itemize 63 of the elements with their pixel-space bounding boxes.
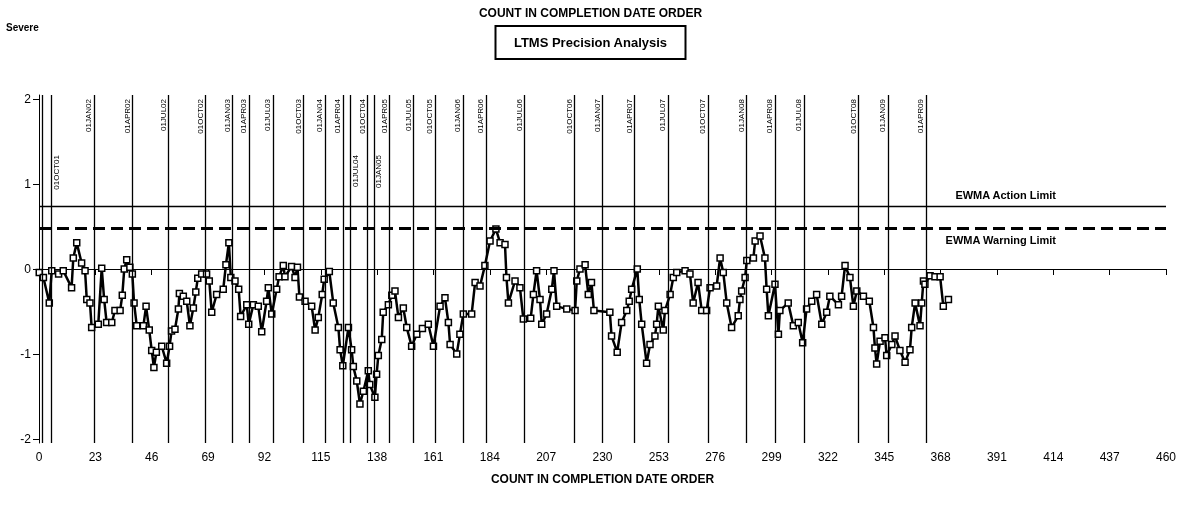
ref-line-label: 01JAN08 <box>736 98 746 132</box>
chart-subtitle: LTMS Precision Analysis <box>513 35 668 50</box>
x-tick-label: 437 <box>1099 450 1120 464</box>
ref-line-label: 01JUL03 <box>263 98 273 132</box>
chart-title: COUNT IN COMPLETION DATE ORDER <box>478 6 703 20</box>
ref-line-label: 01OCT08 <box>848 98 858 134</box>
ref-line-label: 01JAN05 <box>374 154 384 188</box>
ref-line-label: 01JUL04 <box>350 154 360 188</box>
ref-line-label: 01JUL02 <box>158 98 168 132</box>
x-tick-label: 299 <box>761 450 782 464</box>
x-tick-label: 46 <box>145 450 159 464</box>
x-tick-label: 391 <box>986 450 1008 464</box>
y-tick-label: 1 <box>24 177 32 192</box>
ref-line-label: 01JUL06 <box>514 98 524 132</box>
ref-line-label: 01JUL07 <box>658 98 668 132</box>
ref-line-label: 01OCT01 <box>51 154 61 190</box>
x-tick-label: 207 <box>536 450 557 464</box>
x-axis-title: COUNT IN COMPLETION DATE ORDER <box>490 472 715 486</box>
x-tick-label: 253 <box>648 450 670 464</box>
x-tick-label: 276 <box>705 450 726 464</box>
ref-line-label: 01APR08 <box>765 98 775 134</box>
x-tick-label: 230 <box>592 450 613 464</box>
x-tick-label: 92 <box>257 450 272 464</box>
y-tick-label: 0 <box>24 262 32 276</box>
ref-line-label: 01JAN02 <box>84 98 94 132</box>
x-tick-label: 161 <box>423 450 444 464</box>
ref-line-label: 01OCT04 <box>357 98 367 134</box>
x-tick-label: 414 <box>1043 450 1064 464</box>
ref-line-label: 01OCT07 <box>698 98 708 134</box>
ref-line-label: 01APR03 <box>239 98 249 134</box>
x-tick-label: 184 <box>479 450 501 464</box>
y-tick-label: -2 <box>20 431 32 446</box>
x-tick-label: 460 <box>1155 450 1177 464</box>
y-tick-label: -1 <box>20 346 32 361</box>
ref-line-label: 01JUL08 <box>794 98 804 132</box>
ref-line-label: 01JAN06 <box>453 98 463 132</box>
x-tick-label: 0 <box>35 450 43 464</box>
x-tick-label: 368 <box>930 450 951 464</box>
ref-line-label: EWMA Action Limit <box>955 188 1057 201</box>
ref-line-label: 01APR05 <box>379 98 389 134</box>
y-tick-label: 2 <box>24 92 32 107</box>
ref-line-label: 01OCT02 <box>195 98 205 134</box>
x-tick-label: 138 <box>367 450 388 464</box>
text: Severe <box>6 21 40 33</box>
ref-line-label: 01APR02 <box>122 98 132 134</box>
x-tick-label: 322 <box>817 450 839 464</box>
ref-line-label: 01APR09 <box>916 98 926 134</box>
ref-line-label: 01JAN03 <box>222 98 232 132</box>
ref-line-label: 01JAN07 <box>593 98 602 132</box>
ref-line-label: 01OCT06 <box>564 98 574 134</box>
ref-line-label: 01APR04 <box>333 98 343 134</box>
x-tick-label: 69 <box>201 450 216 464</box>
ref-line-label: 01OCT05 <box>425 98 435 134</box>
ref-line-label: 01JUL05 <box>403 98 413 132</box>
ref-line-label: 01JAN04 <box>315 98 325 132</box>
ref-line-label: EWMA Warning Limit <box>945 233 1057 246</box>
x-tick-label: 345 <box>874 450 895 464</box>
x-tick-label: 115 <box>311 450 331 464</box>
ref-line-label: 01APR07 <box>624 98 634 134</box>
ref-line-label: 01APR06 <box>476 98 486 134</box>
ref-line-label: 01OCT03 <box>293 98 303 134</box>
x-tick-label: 23 <box>88 450 103 464</box>
ref-line-label: 01JAN09 <box>878 98 888 132</box>
